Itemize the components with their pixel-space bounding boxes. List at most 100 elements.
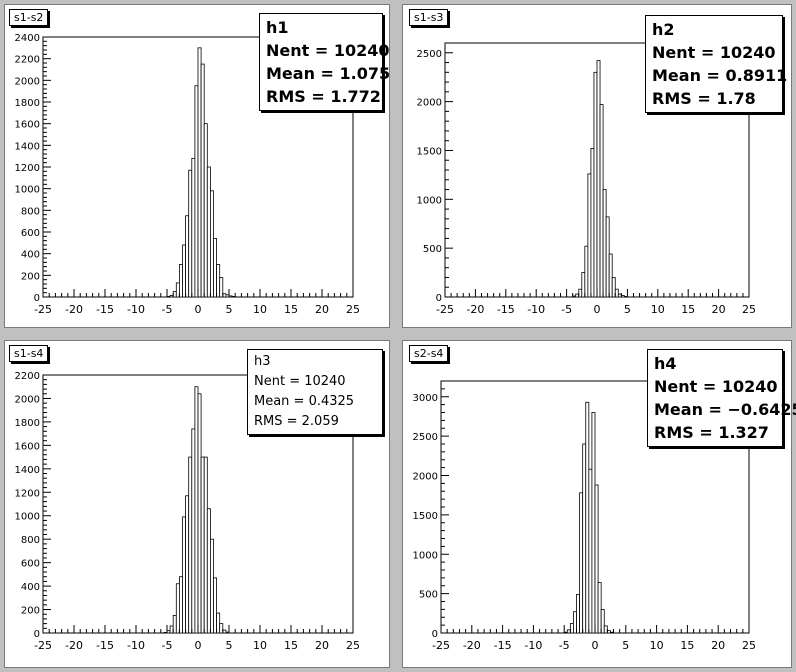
histogram-bar bbox=[178, 264, 183, 298]
x-tick-label: 25 bbox=[742, 303, 756, 316]
x-tick-label: -5 bbox=[162, 303, 173, 316]
x-tick-label: -25 bbox=[436, 303, 454, 316]
x-tick-label: -5 bbox=[162, 639, 173, 652]
x-tick-label: 5 bbox=[624, 303, 631, 316]
x-tick-label: -15 bbox=[494, 639, 512, 652]
histogram-bar bbox=[191, 157, 196, 298]
stats-mean: Mean = −0.6425 bbox=[654, 400, 796, 419]
histogram-pad-h1: -25 -20 -15 -10 -5 0 5 10 15 20 25 0 200 400 600 800 100… bbox=[4, 4, 390, 328]
y-tick-label: 2000 bbox=[15, 76, 40, 87]
y-tick-label: 1400 bbox=[15, 141, 40, 152]
x-tick-label: -20 bbox=[463, 639, 481, 652]
histogram-bar bbox=[597, 582, 602, 634]
histogram-bar bbox=[194, 85, 199, 298]
histogram-bar bbox=[593, 71, 598, 298]
x-tick-label: 5 bbox=[226, 639, 233, 652]
y-tick-label: 800 bbox=[21, 535, 40, 546]
histogram-bar bbox=[588, 468, 593, 634]
histogram-bar bbox=[219, 277, 224, 298]
x-tick-label: 5 bbox=[226, 303, 233, 316]
histogram-bar bbox=[591, 412, 596, 634]
y-tick-label: 600 bbox=[21, 559, 40, 570]
y-tick-label: 1000 bbox=[417, 195, 442, 206]
stats-name: h4 bbox=[654, 354, 677, 373]
y-tick-label: 1600 bbox=[15, 441, 40, 452]
stats-box: h1 Nent = 10240 Mean = 1.075 RMS = 1.772 bbox=[259, 13, 390, 111]
histogram-bar bbox=[608, 253, 613, 298]
stats-nent: Nent = 10240 bbox=[652, 43, 776, 62]
x-tick-label: 10 bbox=[651, 303, 665, 316]
stats-rms: RMS = 1.772 bbox=[266, 87, 381, 106]
y-tick-label: 1800 bbox=[15, 98, 40, 109]
x-tick-label: -25 bbox=[34, 639, 52, 652]
pad-title: s1-s2 bbox=[9, 9, 49, 26]
x-tick-label: 20 bbox=[315, 639, 329, 652]
histogram-bar bbox=[611, 277, 616, 298]
histogram-bar bbox=[600, 608, 605, 634]
histogram-h4-plot: -25 -20 -15 -10 -5 0 5 10 15 20 25 0 500 1000 1500 2000… bbox=[413, 380, 756, 652]
histogram-bar bbox=[182, 244, 186, 298]
y-tick-label: 400 bbox=[21, 250, 40, 261]
histogram-bar bbox=[213, 577, 217, 634]
y-tick-label: 2000 bbox=[417, 98, 442, 109]
x-tick-label: 0 bbox=[594, 303, 601, 316]
stats-box: h4 Nent = 10240 Mean = −0.6425 RMS = 1.3… bbox=[647, 349, 796, 447]
histogram-bar bbox=[209, 538, 214, 634]
histogram-bar bbox=[219, 623, 224, 634]
histogram-bar bbox=[178, 576, 183, 634]
y-tick-label: 2000 bbox=[15, 394, 40, 405]
y-tick-label: 2400 bbox=[15, 33, 40, 44]
x-tick-label: 15 bbox=[284, 303, 298, 316]
x-tick-label: 15 bbox=[681, 303, 695, 316]
y-tick-label: 800 bbox=[21, 206, 40, 217]
pad-title: s2-s4 bbox=[409, 345, 449, 362]
histogram-bar bbox=[182, 516, 186, 634]
y-tick-label: 1400 bbox=[15, 465, 40, 476]
x-tick-label: -15 bbox=[96, 303, 114, 316]
y-tick-label: 400 bbox=[21, 582, 40, 593]
stats-rms: RMS = 2.059 bbox=[254, 414, 339, 429]
y-tick-label: 1500 bbox=[417, 146, 442, 157]
histogram-bar bbox=[188, 456, 193, 634]
histogram-bar bbox=[185, 495, 190, 634]
x-tick-label: 20 bbox=[712, 303, 726, 316]
histogram-bar bbox=[175, 583, 180, 634]
x-tick-label: 25 bbox=[346, 639, 360, 652]
histogram-bar bbox=[584, 245, 589, 298]
y-tick-label: 0 bbox=[34, 293, 40, 304]
y-tick-label: 2200 bbox=[15, 55, 40, 66]
histogram-bar bbox=[188, 169, 193, 298]
x-tick-label: 10 bbox=[650, 639, 664, 652]
x-tick-label: -10 bbox=[127, 303, 145, 316]
y-tick-label: 2500 bbox=[413, 432, 438, 443]
x-tick-label: 25 bbox=[742, 639, 756, 652]
pad-title: s1-s4 bbox=[9, 345, 49, 362]
y-tick-label: 0 bbox=[436, 293, 442, 304]
x-tick-label: 10 bbox=[253, 303, 267, 316]
x-tick-label: -25 bbox=[34, 303, 52, 316]
histogram-pad-h2: -25 -20 -15 -10 -5 0 5 10 15 20 25 0 500 1000 1500 2000… bbox=[402, 4, 792, 328]
histogram-bar bbox=[209, 190, 214, 298]
pad-title: s1-s3 bbox=[409, 9, 449, 26]
stats-box: h3 Nent = 10240 Mean = 0.4325 RMS = 2.05… bbox=[247, 349, 383, 435]
y-tick-label: 600 bbox=[21, 228, 40, 239]
y-tick-label: 1000 bbox=[15, 185, 40, 196]
histogram-pad-h3: -25 -20 -15 -10 -5 0 5 10 15 20 25 0 200 400 600 800 100… bbox=[4, 340, 390, 668]
y-tick-label: 200 bbox=[21, 606, 40, 617]
histogram-bar bbox=[216, 612, 221, 634]
x-tick-label: 20 bbox=[315, 303, 329, 316]
histogram-bar bbox=[200, 63, 205, 298]
stats-name: h1 bbox=[266, 18, 289, 37]
histogram-bar bbox=[602, 189, 607, 298]
y-tick-label: 1200 bbox=[15, 488, 40, 499]
x-tick-label: 15 bbox=[284, 639, 298, 652]
histogram-bar bbox=[185, 215, 190, 298]
histogram-bar bbox=[197, 47, 202, 298]
x-tick-label: -10 bbox=[527, 303, 545, 316]
x-tick-label: 5 bbox=[622, 639, 629, 652]
histogram-bar bbox=[197, 393, 202, 634]
histogram-bar bbox=[585, 401, 590, 634]
x-tick-label: -5 bbox=[559, 639, 570, 652]
x-tick-label: -20 bbox=[65, 639, 83, 652]
y-tick-label: 1500 bbox=[413, 511, 438, 522]
